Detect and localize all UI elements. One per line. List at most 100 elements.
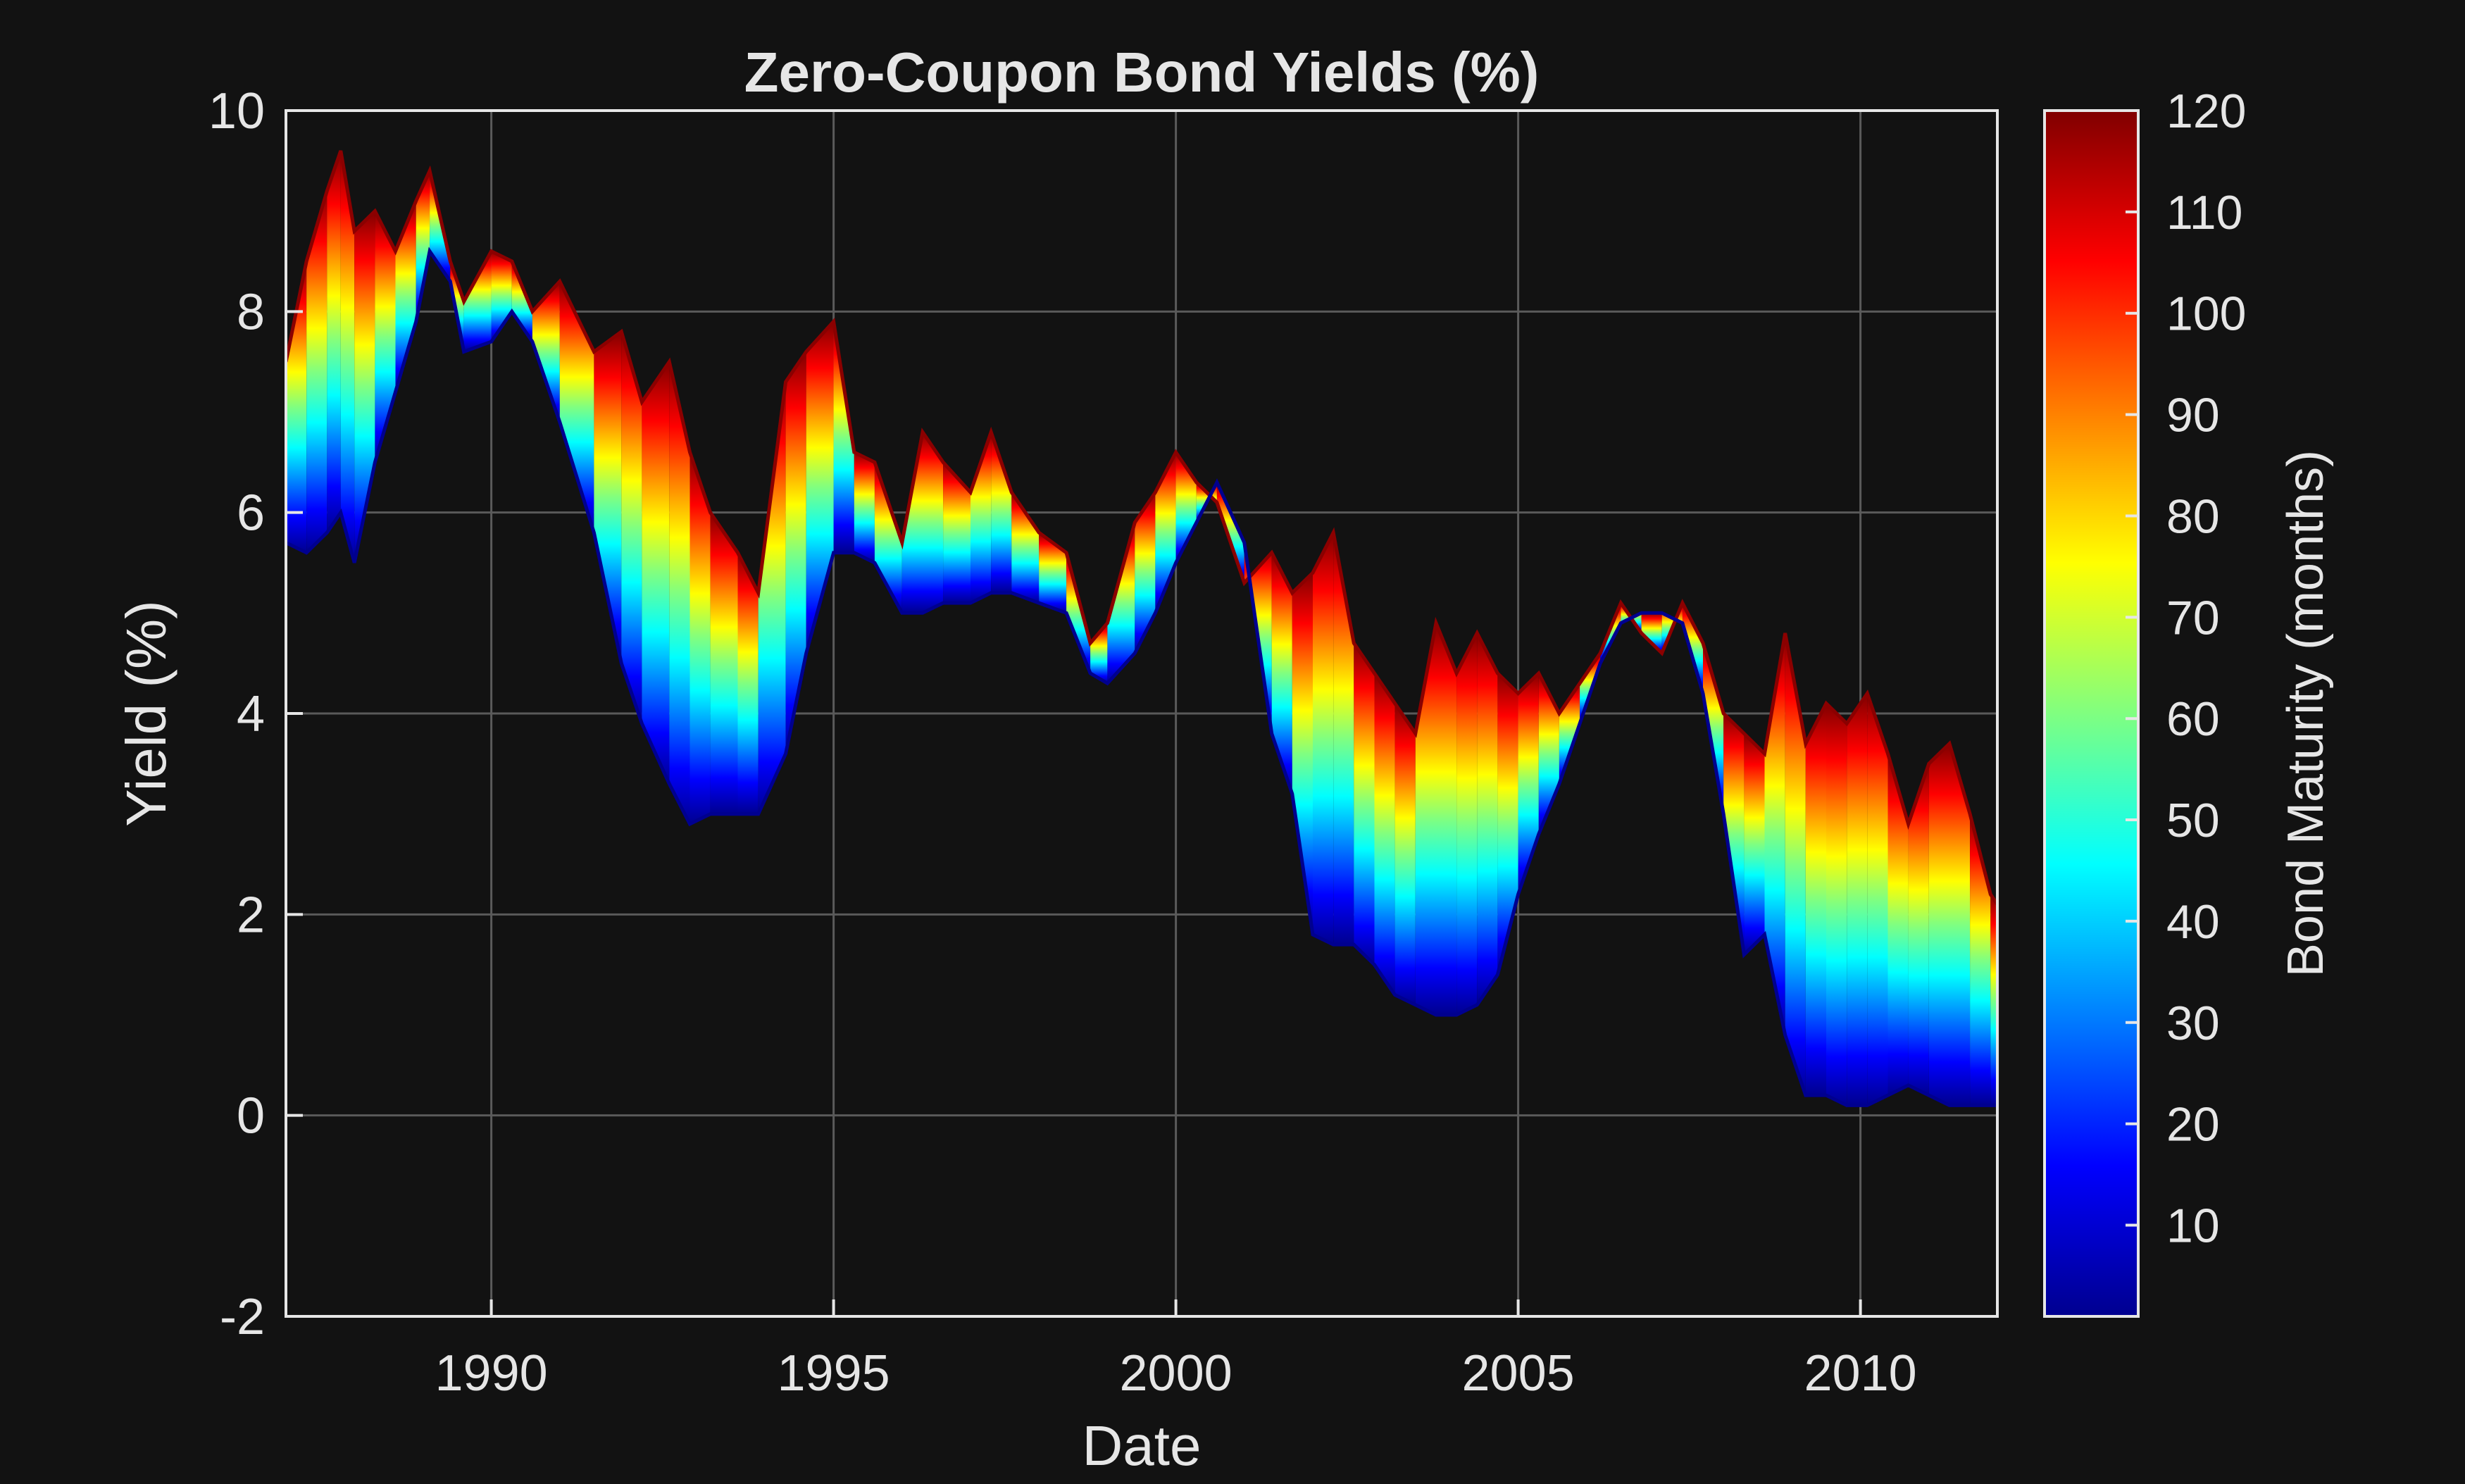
y-tick-label: 2 [237, 887, 265, 943]
yield-band-segment [1887, 754, 1909, 1096]
yield-band-segment [901, 432, 923, 613]
yield-band-segment [1518, 673, 1539, 894]
yield-band-segment [971, 432, 992, 604]
yield-band-segment [806, 321, 834, 654]
yield-band-segment [1785, 632, 1806, 1096]
yield-band-segment [1744, 733, 1765, 955]
x-tick-label: 2005 [1462, 1345, 1575, 1402]
yield-band-segment [1415, 623, 1436, 1015]
yield-band-segment [943, 462, 971, 604]
yield-band-segment [1271, 552, 1292, 794]
yield-band-segment [340, 151, 355, 563]
colorbar-tick-label: 60 [2166, 692, 2220, 746]
yield-band-segment [559, 281, 594, 533]
yield-band-segment [416, 170, 430, 322]
colorbar-tick-label: 80 [2166, 490, 2220, 543]
colorbar-tick-label: 100 [2166, 287, 2246, 341]
y-tick-label: 0 [237, 1088, 265, 1145]
x-axis-ticks: 1990 1995 2000 2005 2010 [435, 1299, 1917, 1402]
y-tick-label: 4 [237, 686, 265, 742]
colorbar [2043, 109, 2140, 1318]
colorbar-tick-label: 30 [2166, 997, 2220, 1050]
yield-band-segment [1949, 743, 1971, 1106]
yield-band-segment [375, 211, 396, 463]
x-tick-label: 2010 [1804, 1345, 1917, 1402]
yield-band-segment [1292, 573, 1313, 935]
yield-band-segment [1826, 703, 1847, 1106]
yield-band-segment [532, 281, 560, 423]
colorbar-tick-label: 50 [2166, 794, 2220, 847]
yield-band-segment [1039, 532, 1067, 613]
yield-band-segment [286, 261, 307, 553]
x-tick-label: 2000 [1120, 1345, 1232, 1402]
yield-band-segment [1477, 632, 1498, 1005]
yield-band-segment [1497, 673, 1518, 975]
yield-band-segment [1333, 532, 1354, 945]
yield-band-segment [1928, 743, 1949, 1106]
colorbar-tick-label: 90 [2166, 389, 2220, 442]
yield-band-segment [511, 261, 532, 342]
colorbar-tick-label: 10 [2166, 1199, 2220, 1253]
y-axis-label: Yield (%) [115, 600, 177, 827]
yield-band-segment [1066, 552, 1091, 673]
yield-band-segment [1196, 482, 1217, 523]
colorbar-ticks: 10 20 30 40 50 60 70 80 90 100 110 120 [2126, 85, 2246, 1253]
yield-band-segment [306, 191, 327, 553]
yield-band-segment [1394, 703, 1416, 1005]
yield-band-segment [1374, 673, 1395, 995]
yield-band-segment [1175, 452, 1197, 563]
yield-band-segment [354, 211, 375, 563]
yield-band-segment [642, 361, 670, 784]
yield-bands [286, 150, 1997, 1107]
yield-band-segment [594, 331, 622, 663]
colorbar-tick-label: 70 [2166, 591, 2220, 644]
x-axis-label: Date [1082, 1414, 1202, 1477]
colorbar-tick-label: 20 [2166, 1098, 2220, 1152]
yield-band-segment [758, 382, 786, 814]
yield-band-segment [1990, 894, 1997, 1106]
yield-band-segment [737, 552, 759, 814]
yield-band-segment [923, 432, 944, 613]
y-axis-ticks: -2 0 2 4 6 8 10 [208, 83, 303, 1345]
yield-band-segment [669, 361, 690, 824]
yield-band-segment [395, 201, 416, 392]
yield-band-segment [833, 321, 854, 553]
yield-band-segment [1703, 643, 1724, 814]
yield-band-segment [1641, 613, 1662, 654]
yield-band-segment [491, 251, 512, 342]
colorbar-label: Bond Maturity (months) [2278, 450, 2334, 977]
yield-band-segment [1970, 813, 1991, 1106]
colorbar-tick-label: 120 [2166, 85, 2246, 138]
yield-band-segment [1847, 693, 1868, 1106]
y-tick-label: 8 [237, 284, 265, 340]
yield-band-segment [1436, 623, 1457, 1015]
chart-title: Zero-Coupon Bond Yields (%) [744, 41, 1540, 104]
yield-band-segment [1011, 492, 1040, 604]
colorbar-tick-label: 40 [2166, 895, 2220, 949]
y-tick-label: 6 [237, 485, 265, 542]
y-tick-label: 10 [208, 83, 265, 139]
yield-band-segment [1313, 532, 1334, 945]
yield-band-segment [1908, 763, 1929, 1096]
x-tick-label: 1995 [778, 1345, 890, 1402]
yield-band-segment [327, 151, 341, 533]
yield-band-segment [854, 452, 875, 563]
yield-band-segment [1867, 693, 1888, 1106]
yield-band-segment [785, 351, 806, 754]
colorbar-tick-label: 110 [2166, 186, 2242, 239]
yield-band-segment [689, 452, 711, 824]
yield-band-segment [1135, 492, 1156, 654]
series-line-120-months [286, 150, 1997, 906]
series-line-1-month [286, 247, 1997, 1107]
yield-band-segment [621, 331, 642, 724]
yield-band-segment [710, 512, 738, 814]
y-tick-label: -2 [220, 1289, 265, 1345]
yield-band-segment [1354, 643, 1375, 965]
x-tick-label: 1990 [435, 1345, 548, 1402]
yield-band-segment [1805, 703, 1826, 1096]
yield-band-segment [991, 432, 1012, 593]
yield-band-segment [1456, 632, 1478, 1015]
yield-band-segment [1723, 713, 1745, 955]
yield-band-segment [1107, 522, 1135, 684]
